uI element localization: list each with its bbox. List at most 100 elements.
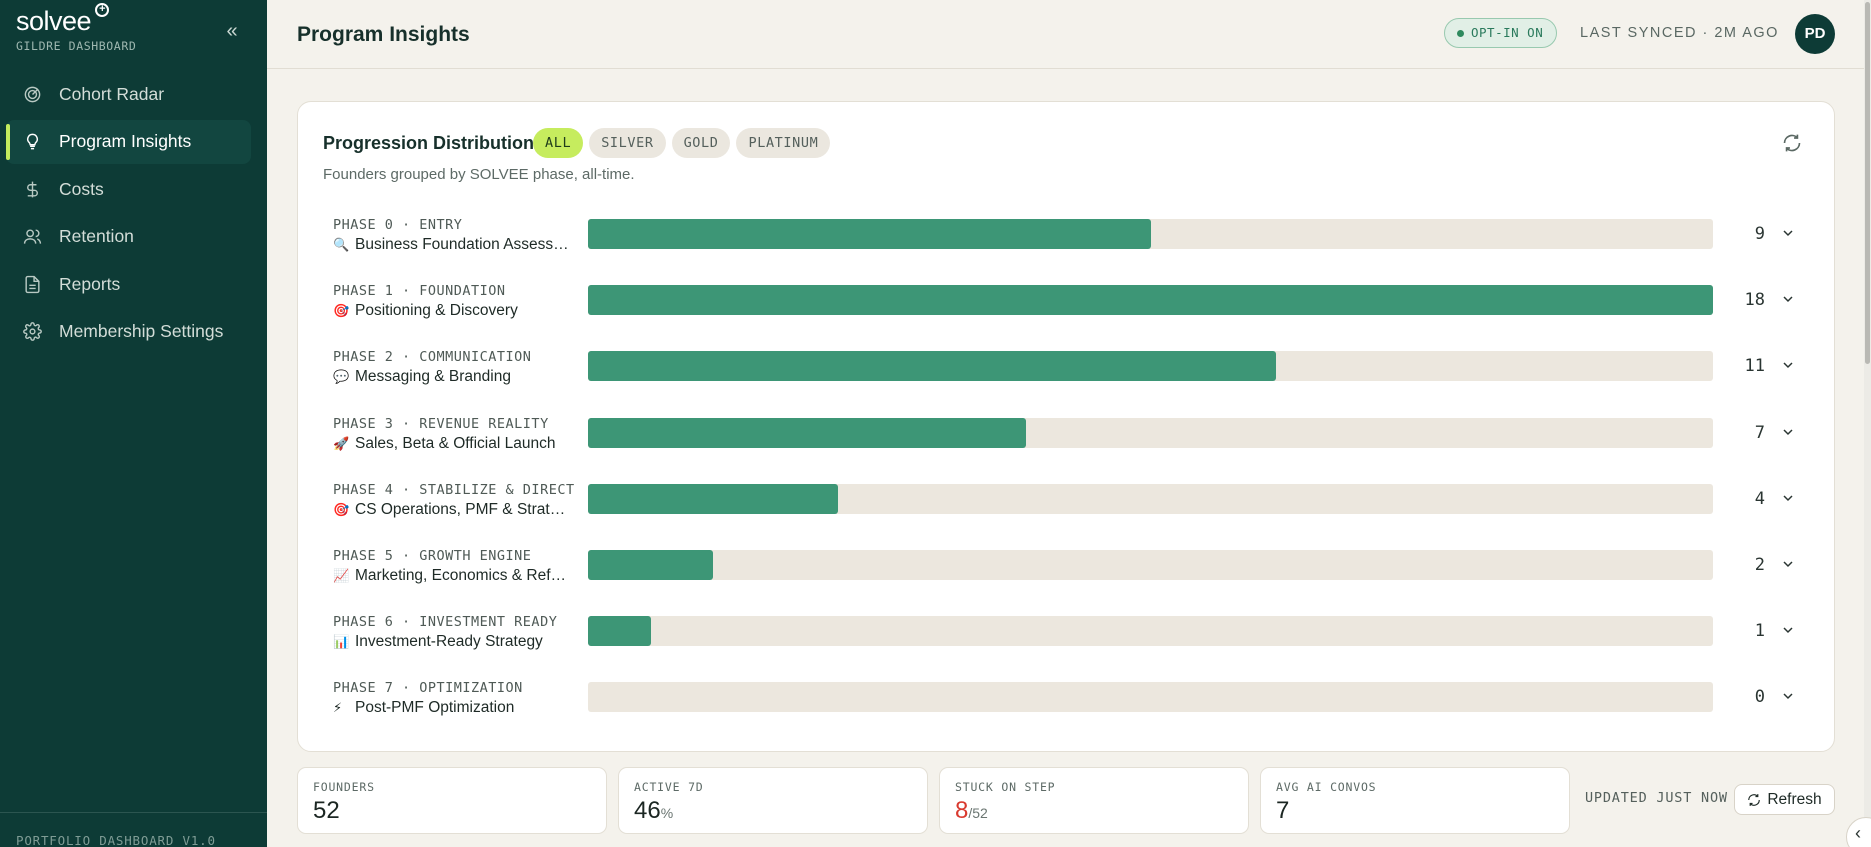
stat-value: 52 [313,797,340,824]
users-icon [22,227,42,247]
phase-name: 🎯 Positioning & Discovery [333,302,573,320]
phase-row[interactable]: PHASE 5 · GROWTH ENGINE 📈 Marketing, Econo… [333,546,1813,612]
phase-title: Messaging & Branding [355,368,511,386]
phase-emoji-icon: 🚀 [333,435,350,451]
stat-founders: FOUNDERS 52 [297,767,607,834]
refresh-label: Refresh [1767,790,1822,808]
phase-emoji-icon: 🎯 [333,501,350,517]
phase-title: Post-PMF Optimization [355,699,515,717]
brand-logo[interactable]: solvee + [16,3,110,37]
sidebar-item-cohort-radar[interactable]: Cohort Radar [6,72,251,116]
bar [588,549,713,580]
bar-value-label: 7 [1754,422,1765,443]
avatar[interactable]: PD [1795,14,1835,54]
filter-all[interactable]: ALL [533,128,584,158]
bar-track [588,682,1713,713]
phase-row[interactable]: PHASE 6 · INVESTMENT READY 📊 Investment-Re… [333,612,1813,678]
phase-row[interactable]: PHASE 0 · ENTRY 🔍 Business Foundation Asse… [333,215,1813,281]
chevron-down-icon[interactable] [1780,357,1800,377]
gear-icon [22,322,42,342]
phase-label: PHASE 3 · REVENUE REALITY [333,415,549,432]
sidebar-item-label: Membership Settings [59,321,224,341]
sidebar-item-program-insights[interactable]: Program Insights [6,119,251,164]
phase-label: PHASE 4 · STABILIZE & DIRECT [333,481,575,498]
stat-label: FOUNDERS [313,780,375,794]
sidebar-item-label: Costs [59,178,104,199]
phase-label: PHASE 1 · FOUNDATION [333,283,506,300]
bar-track [588,616,1713,647]
phase-name: 🎯 CS Operations, PMF & Strate… [333,501,573,519]
phase-emoji-icon: 📊 [333,634,350,650]
expand-panel-button[interactable]: ‹ [1846,817,1871,847]
card-subtitle: Founders grouped by SOLVEE phase, all-ti… [323,166,635,183]
page-title: Program Insights [297,23,470,46]
bar-value-label: 2 [1754,554,1765,575]
bar [588,351,1276,382]
bar-value-label: 18 [1744,290,1765,311]
optin-badge[interactable]: OPT-IN ON [1444,18,1558,48]
updated-status: UPDATED JUST NOW [1585,790,1728,806]
bar-track [588,285,1713,316]
scrollbar-thumb[interactable] [1865,2,1870,364]
refresh-icon [1748,793,1761,806]
phase-row[interactable]: PHASE 3 · REVENUE REALITY 🚀 Sales, Beta & … [333,414,1813,480]
phase-emoji-icon: 💬 [333,369,350,385]
bar [588,417,1026,448]
phase-emoji-icon: 🎯 [333,303,350,319]
scrollbar-track[interactable] [1864,0,1871,847]
phase-title: Investment-Ready Strategy [355,633,543,651]
bar-track [588,417,1713,448]
bar-value-label: 1 [1754,621,1765,642]
file-icon [22,274,42,294]
chevron-down-icon[interactable] [1780,490,1800,510]
sidebar-footer: PORTFOLIO DASHBOARD V1.0 [0,812,267,847]
brand-subtitle: GILDRE DASHBOARD [16,39,137,53]
sidebar-item-retention[interactable]: Retention [6,215,251,259]
stat-value: 46% [634,797,674,824]
bar [588,219,1151,249]
refresh-button[interactable]: Refresh [1734,784,1835,815]
tier-filters: ALL SILVER GOLD PLATINUM [533,128,831,158]
phase-label: PHASE 6 · INVESTMENT READY [333,614,558,631]
phase-row[interactable]: PHASE 4 · STABILIZE & DIRECT 🎯 CS Operatio… [333,480,1813,546]
stat-value: 7 [1276,797,1290,824]
sidebar-item-membership-settings[interactable]: Membership Settings [6,310,251,354]
refresh-icon[interactable] [1782,133,1804,155]
sidebar-item-reports[interactable]: Reports [6,262,251,306]
chevron-down-icon[interactable] [1780,291,1800,311]
phase-emoji-icon: 🔍 [333,237,350,252]
bar-track [588,483,1713,514]
chevron-down-icon[interactable] [1780,424,1800,444]
phase-name: 📈 Marketing, Economics & Refe… [333,567,573,585]
bar-value-label: 0 [1754,687,1765,708]
bar-value-label: 11 [1744,356,1765,377]
phase-row[interactable]: PHASE 2 · COMMUNICATION 💬 Messaging & Bran… [333,347,1813,413]
phase-row[interactable]: PHASE 7 · OPTIMIZATION ⚡ Post-PMF Optimiza… [333,678,1813,744]
stat-avg-ai-convos: AVG AI CONVOS 7 [1260,767,1570,834]
phase-title: Sales, Beta & Official Launch [355,434,556,452]
sidebar-item-label: Cohort Radar [59,83,165,104]
chevron-down-icon[interactable] [1780,556,1800,576]
chevron-down-icon[interactable] [1780,622,1800,642]
bar-value-label: 4 [1754,488,1765,509]
chevron-down-icon[interactable] [1780,688,1800,708]
phase-title: Positioning & Discovery [355,302,518,320]
chevron-down-icon[interactable] [1780,225,1800,245]
sidebar-item-label: Program Insights [59,131,192,151]
dollar-icon [22,179,42,199]
sidebar-item-costs[interactable]: Costs [6,167,251,211]
phase-title: CS Operations, PMF & Strate… [355,500,573,518]
bar [588,285,1713,316]
phase-row[interactable]: PHASE 1 · FOUNDATION 🎯 Positioning & Disco… [333,281,1813,347]
phase-title: Marketing, Economics & Refe… [355,566,573,584]
plus-icon: + [95,3,110,17]
progression-card: Progression Distribution ALL SILVER GOLD… [297,101,1835,752]
stat-stuck-on-step: STUCK ON STEP 8/52 [939,767,1249,834]
sidebar-item-label: Retention [59,226,134,246]
optin-label: OPT-IN ON [1471,25,1544,40]
filter-platinum[interactable]: PLATINUM [736,128,831,158]
filter-gold[interactable]: GOLD [671,128,731,158]
stat-label: STUCK ON STEP [955,780,1056,794]
collapse-sidebar-button[interactable]: « [226,20,238,42]
filter-silver[interactable]: SILVER [589,128,666,158]
